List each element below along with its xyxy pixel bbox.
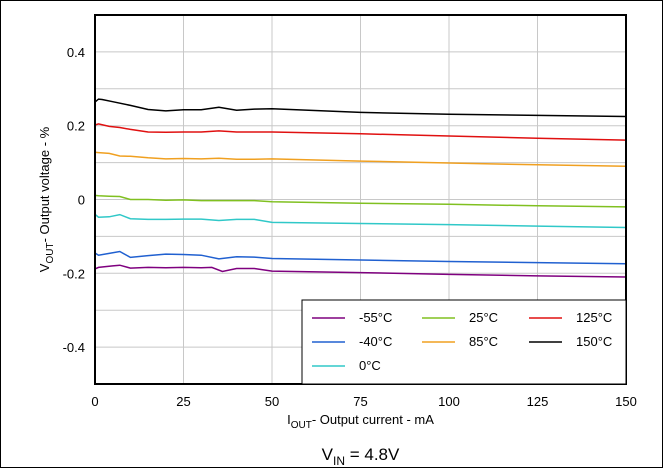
- y-tick-label: -0.4: [63, 340, 85, 355]
- condition-caption: VIN = 4.8V: [322, 445, 400, 468]
- x-axis-label: IOUT- Output current - mA: [287, 412, 434, 431]
- series-line: [94, 123, 627, 141]
- series-line: [94, 250, 627, 265]
- legend-items: -55°C 25°C 125°C -40°C 85°C 150°C 0°C: [312, 310, 612, 373]
- x-tick-label: 75: [353, 394, 367, 409]
- legend-label: -40°C: [359, 334, 392, 349]
- series-lines: [94, 98, 627, 278]
- legend-label: 0°C: [359, 358, 381, 373]
- y-axis-label: VOUT- Output voltage - %: [37, 126, 56, 272]
- x-tick-label: 150: [615, 394, 637, 409]
- legend-label: 150°C: [576, 334, 612, 349]
- legend-label: -55°C: [359, 310, 392, 325]
- legend-label: 25°C: [469, 310, 498, 325]
- y-tick-label: -0.2: [63, 266, 85, 281]
- legend-box: [301, 299, 627, 385]
- x-tick-label: 125: [527, 394, 549, 409]
- series-line: [94, 98, 627, 118]
- legend: -55°C 25°C 125°C -40°C 85°C 150°C 0°C: [301, 299, 627, 385]
- x-tick-label: 50: [265, 394, 279, 409]
- series-line: [94, 213, 627, 229]
- series-line: [94, 151, 627, 168]
- x-tick-label: 0: [91, 394, 98, 409]
- series-line: [94, 194, 627, 208]
- y-tick-label: 0.4: [67, 45, 85, 60]
- x-tick-label: 25: [176, 394, 190, 409]
- y-tick-label: 0.2: [67, 119, 85, 134]
- tick-labels: 0 25 50 75 100 125 150 -0.4 -0.2 0 0.2 0.4: [63, 45, 637, 409]
- series-line: [94, 264, 627, 278]
- legend-label: 125°C: [576, 310, 612, 325]
- x-tick-label: 100: [438, 394, 460, 409]
- y-tick-label: 0: [78, 193, 85, 208]
- legend-label: 85°C: [469, 334, 498, 349]
